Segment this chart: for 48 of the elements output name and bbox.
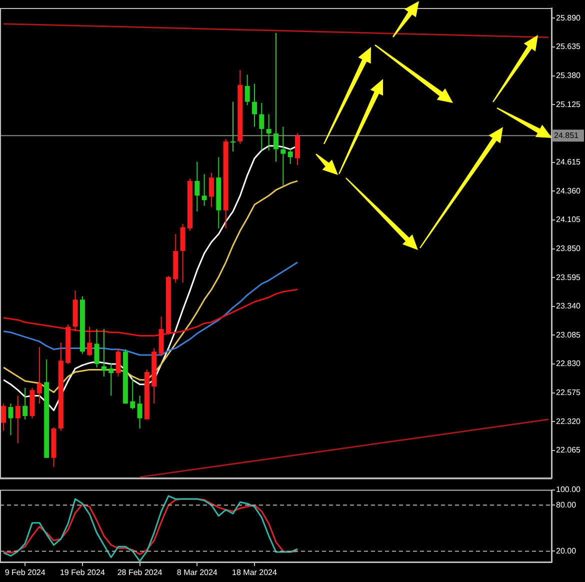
y-tick-label: 23.595: [556, 272, 582, 282]
ref-line-label: 24.851: [554, 130, 580, 140]
candlestick: [108, 362, 114, 396]
candlestick: [22, 387, 28, 420]
candlestick: [15, 395, 20, 444]
y-tick-label: 22.065: [556, 446, 582, 455]
candlestick: [266, 114, 272, 151]
candlestick: [101, 328, 106, 377]
y-tick-label: 22.830: [556, 359, 582, 368]
y-tick-label: 100.00: [556, 485, 582, 494]
candlestick: [280, 126, 286, 186]
candlestick: [130, 378, 136, 410]
x-tick-label: 8 Mar 2024: [176, 568, 218, 578]
candlestick: [202, 174, 207, 206]
y-tick-label: 23.850: [556, 244, 582, 253]
y-tick-label: 24.360: [556, 186, 582, 196]
y-tick-label: 25.635: [556, 42, 582, 52]
x-tick-label: 28 Feb 2024: [117, 568, 163, 578]
candlestick: [295, 132, 300, 166]
candlestick: [94, 328, 100, 368]
candlestick: [288, 148, 293, 164]
candlestick: [1, 403, 6, 432]
candlestick: [244, 74, 250, 106]
candlestick: [259, 102, 264, 151]
y-tick-label: 22.320: [556, 416, 582, 426]
candlestick: [194, 161, 200, 212]
y-tick-label: 22.575: [556, 388, 582, 398]
y-tick-label: 25.125: [556, 100, 582, 109]
candlestick: [208, 172, 214, 208]
x-tick-label: 19 Feb 2024: [60, 568, 106, 578]
candlestick: [87, 326, 92, 357]
candlestick: [8, 403, 14, 436]
y-tick-label: 24.615: [556, 157, 582, 166]
candlestick: [252, 83, 257, 128]
candlestick: [274, 32, 278, 162]
y-tick-label: 25.380: [556, 71, 582, 80]
y-tick-label: 80.00: [556, 500, 577, 510]
x-tick-label: 18 Mar 2024: [232, 568, 278, 578]
y-tick-label: 25.890: [556, 13, 582, 22]
candlestick: [36, 346, 42, 404]
y-tick-label: 23.340: [556, 302, 582, 311]
x-tick-label: 9 Feb 2024: [4, 568, 46, 578]
y-tick-label: 24.105: [556, 215, 582, 224]
candlestick: [180, 223, 186, 284]
y-tick-label: 20.00: [556, 546, 577, 556]
y-tick-label: 23.085: [556, 330, 582, 340]
candlestick: [137, 395, 142, 429]
candlestick: [116, 348, 121, 377]
